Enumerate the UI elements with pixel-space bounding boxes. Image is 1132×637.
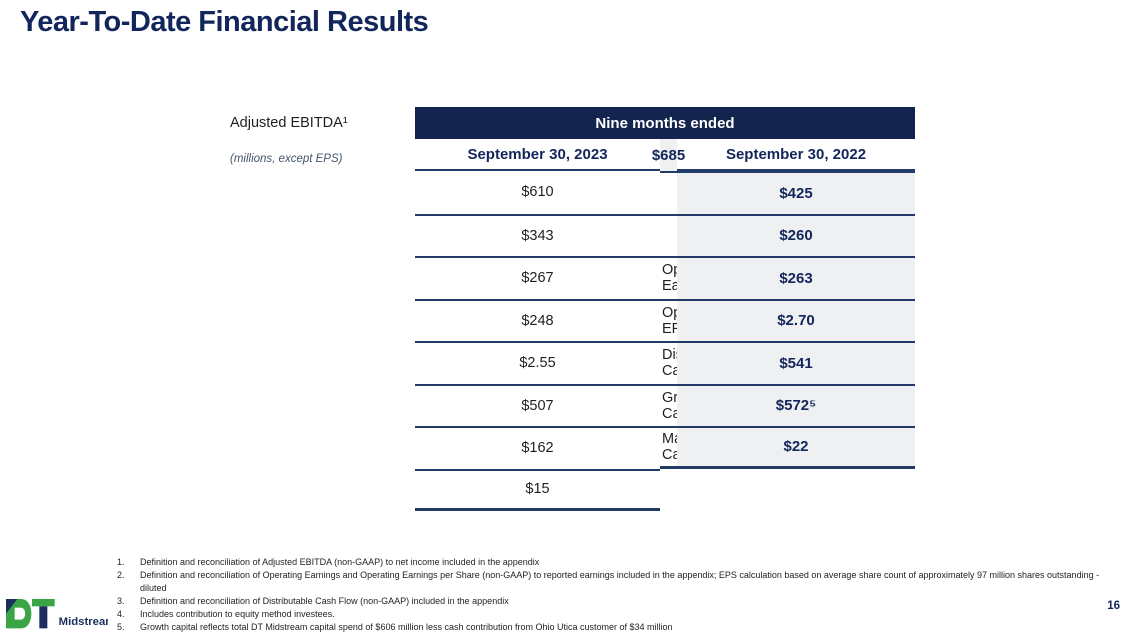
unit-note: (millions, except EPS): [230, 153, 343, 165]
page-title: Year-To-Date Financial Results: [20, 6, 429, 38]
footnote-number: 1.: [117, 557, 125, 567]
table-row-label: Maintenance Capital: [660, 426, 745, 469]
value-2023: $263: [677, 256, 915, 299]
column-gap: [228, 256, 415, 299]
column-header-2023: September 30, 2023: [415, 139, 660, 171]
value-2023: $541: [677, 341, 915, 384]
logo-wordmark: Midstream: [59, 616, 108, 628]
column-gap: [228, 426, 415, 469]
footnote-number: 5.: [117, 622, 125, 632]
footnote-text: Definition and reconciliation of Adjuste…: [140, 557, 540, 567]
footnote-item: 1. Definition and reconciliation of Adju…: [117, 556, 1109, 569]
value-2022: $248: [415, 298, 660, 342]
value-2022: $162: [415, 426, 660, 469]
value-2023: $572⁵: [677, 383, 915, 426]
value-2023: $685: [652, 139, 685, 171]
column-gap: [228, 213, 415, 256]
footnote-text: Definition and reconciliation of Operati…: [140, 570, 1100, 593]
footnote-item: 5. Growth capital reflects total DT Mids…: [117, 621, 1109, 634]
footnote-number: 2.: [117, 570, 125, 580]
dt-logo-icon: Midstream: [6, 599, 115, 629]
table-row-label: Growth Capital⁴: [660, 383, 713, 427]
column-gap: [228, 298, 415, 341]
value-2022: $2.55: [415, 341, 660, 384]
value-2022: $507: [415, 383, 660, 427]
footnote-number: 4.: [117, 609, 125, 619]
footnote-number: 3.: [117, 596, 125, 606]
footnotes: 1. Definition and reconciliation of Adju…: [117, 556, 1109, 634]
column-gap: [228, 468, 415, 511]
footnote-item: 2. Definition and reconciliation of Oper…: [117, 569, 1109, 595]
financial-results-table: Nine months ended (millions, except EPS)…: [228, 107, 915, 511]
value-2022: $15: [415, 468, 660, 511]
footnote-text: Definition and reconciliation of Distrib…: [140, 596, 509, 606]
value-2023: $2.70: [677, 298, 915, 341]
footnote-text: Includes contribution to equity method i…: [140, 609, 335, 619]
page-number: 16: [1107, 600, 1120, 612]
value-2022: $610: [521, 184, 554, 201]
value-2023: $260: [677, 213, 915, 256]
value-2022: $267: [415, 256, 660, 299]
dt-midstream-logo: Midstream: [4, 593, 115, 635]
footnote-item: 3. Definition and reconciliation of Dist…: [117, 595, 1109, 608]
value-2022: $343: [415, 213, 660, 257]
column-gap: [228, 171, 415, 214]
table-row-label: Distributable Cash Flow³: [660, 341, 743, 384]
column-header-2022: September 30, 2022: [677, 139, 915, 171]
column-gap: [228, 341, 415, 384]
table-row-label: Adjusted EBITDA¹: [230, 115, 348, 131]
footnote-text: Growth capital reflects total DT Midstre…: [140, 622, 673, 632]
column-gap: [228, 383, 415, 426]
value-2023: $425: [677, 171, 915, 214]
table-span-header: Nine months ended: [415, 107, 915, 139]
table-row-label: Operating Earnings²: [660, 256, 726, 299]
value-2023: $22: [677, 426, 915, 469]
table-row-label: Operating EPS²: [660, 298, 726, 342]
footnote-item: 4. Includes contribution to equity metho…: [117, 608, 1109, 621]
